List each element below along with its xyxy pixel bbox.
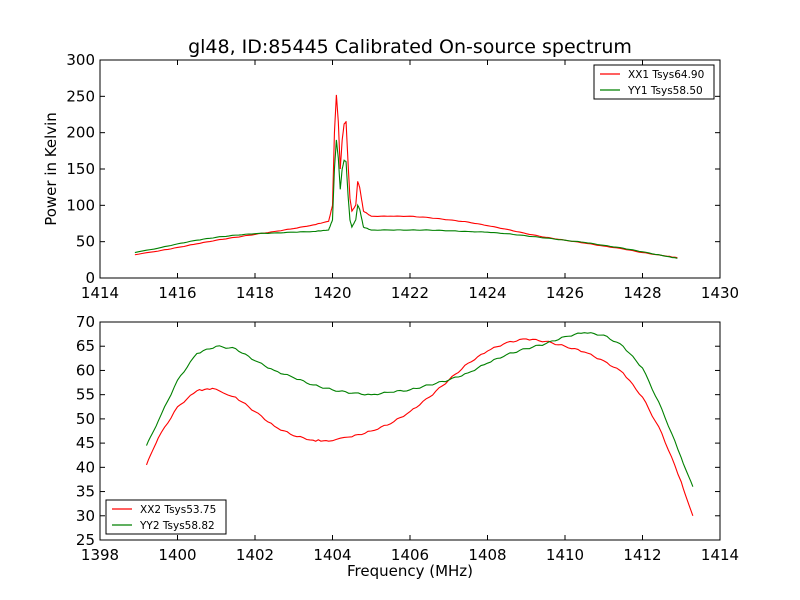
bottom-legend-box bbox=[105, 499, 227, 535]
bottom-series-line-1 bbox=[145, 338, 694, 516]
bottom-legend-label-yy2: YY2 Tsys58.82 bbox=[139, 520, 215, 532]
bottom-x-tick-label: 1408 bbox=[468, 546, 506, 564]
top-chart: 1414 1416 1418 1420 1422 1424 1426 1428 1430 0 50 1… bbox=[42, 51, 739, 302]
bottom-chart: 1398 1400 1402 1404 1406 1408 1410 1412 1414 25 30… bbox=[76, 313, 739, 580]
top-y-tick-label: 200 bbox=[66, 124, 95, 142]
top-x-tick-label: 1420 bbox=[313, 284, 351, 302]
top-legend-box bbox=[593, 64, 715, 100]
bottom-series-line-2 bbox=[145, 332, 694, 487]
top-x-tick-label: 1430 bbox=[701, 284, 739, 302]
top-x-tick-label: 1428 bbox=[623, 284, 661, 302]
top-legend: XX1 Tsys64.90 YY1 Tsys58.50 bbox=[593, 64, 715, 100]
bottom-y-tick-label: 55 bbox=[76, 386, 95, 404]
bottom-y-tick-label: 70 bbox=[76, 313, 95, 331]
bottom-legend: XX2 Tsys53.75 YY2 Tsys58.82 bbox=[105, 499, 227, 535]
bottom-y-tick-label: 65 bbox=[76, 337, 95, 355]
chart-title: gl48, ID:85445 Calibrated On-source spec… bbox=[188, 36, 632, 58]
top-x-tick-label: 1426 bbox=[546, 284, 584, 302]
bottom-y-tick-label: 35 bbox=[76, 483, 95, 501]
top-legend-label-xx1: XX1 Tsys64.90 bbox=[628, 69, 704, 81]
bottom-x-tick-label: 1410 bbox=[546, 546, 584, 564]
top-y-tick-label: 150 bbox=[66, 160, 95, 178]
top-y-tick-label: 50 bbox=[76, 233, 95, 251]
bottom-x-tick-label: 1414 bbox=[701, 546, 739, 564]
top-y-tick-label: 250 bbox=[66, 87, 95, 105]
top-y-tick-label: 300 bbox=[66, 51, 95, 69]
bottom-y-tick-label: 40 bbox=[76, 458, 95, 476]
top-legend-label-yy1: YY1 Tsys58.50 bbox=[627, 85, 703, 97]
top-series-line-2 bbox=[134, 139, 678, 259]
top-x-tick-label: 1418 bbox=[236, 284, 274, 302]
top-series-line-1 bbox=[134, 94, 678, 259]
top-y-tick-label: 0 bbox=[85, 269, 95, 287]
bottom-x-tick-label: 1412 bbox=[623, 546, 661, 564]
top-x-tick-label: 1414 bbox=[81, 284, 119, 302]
bottom-y-tick-label: 45 bbox=[76, 434, 95, 452]
top-y-tick-label: 100 bbox=[66, 196, 95, 214]
bottom-y-tick-label: 25 bbox=[76, 531, 95, 549]
bottom-legend-label-xx2: XX2 Tsys53.75 bbox=[140, 504, 216, 516]
top-x-tick-label: 1424 bbox=[468, 284, 506, 302]
bottom-plot-frame bbox=[99, 321, 721, 541]
x-axis-label: Frequency (MHz) bbox=[347, 562, 473, 580]
top-x-tick-label: 1416 bbox=[158, 284, 196, 302]
bottom-x-tick-label: 1398 bbox=[81, 546, 119, 564]
bottom-y-tick-label: 30 bbox=[76, 507, 95, 525]
top-y-axis-label: Power in Kelvin bbox=[42, 112, 60, 226]
bottom-y-tick-label: 60 bbox=[76, 361, 95, 379]
bottom-y-tick-label: 50 bbox=[76, 410, 95, 428]
bottom-x-tick-label: 1402 bbox=[236, 546, 274, 564]
bottom-x-tick-label: 1406 bbox=[391, 546, 429, 564]
top-x-tick-label: 1422 bbox=[391, 284, 429, 302]
top-plot-frame bbox=[99, 59, 721, 279]
bottom-x-tick-label: 1400 bbox=[158, 546, 196, 564]
bottom-x-tick-label: 1404 bbox=[313, 546, 351, 564]
